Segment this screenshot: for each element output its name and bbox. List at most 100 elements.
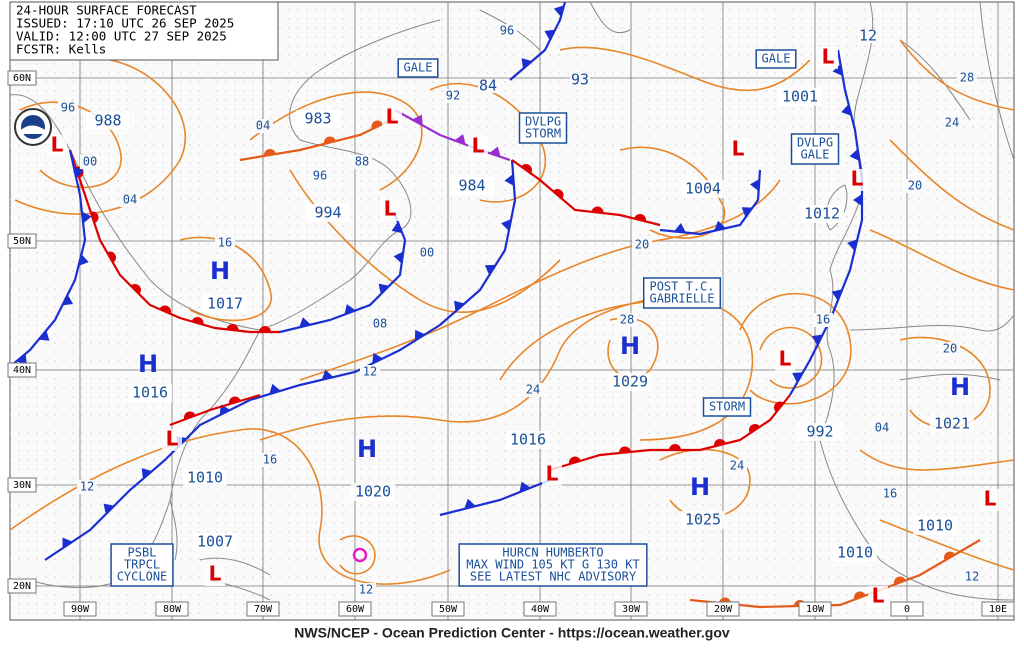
warning-box (518, 112, 568, 144)
isobar-label-bg (632, 238, 652, 252)
warning-text: TRPCL (124, 558, 160, 572)
lon-label: 10W (806, 604, 825, 615)
lat-label: 20N (13, 581, 31, 592)
warning-box (790, 133, 840, 165)
warning-box (702, 397, 752, 417)
isobar-label-bg (858, 29, 878, 43)
isobar-label: 12 (859, 27, 877, 45)
header-line: FCSTR: Kells (16, 42, 106, 57)
low-marker-bg (205, 564, 225, 586)
front-symbol (378, 283, 390, 295)
lon-label: 90W (71, 604, 90, 615)
front-symbol (854, 591, 866, 600)
lon-label: 30W (622, 604, 641, 615)
low-marker-bg (728, 139, 748, 161)
isobar-label: 28 (960, 71, 974, 85)
isobar-label-bg (352, 155, 372, 169)
isobar-label: 20 (635, 238, 649, 252)
isobar-label-bg (905, 179, 925, 193)
center-pressure: 1010 (837, 544, 873, 562)
isobar-label-bg (727, 459, 747, 473)
warning-text: GALE (801, 148, 830, 162)
low-center: L (872, 584, 885, 608)
header-box: 24-HOUR SURFACE FORECAST ISSUED: 17:10 U… (9, 1, 279, 61)
center-pressure: 1029 (612, 373, 648, 391)
front-symbol (544, 29, 556, 41)
front-symbol (324, 136, 336, 144)
front-symbol (832, 64, 843, 76)
isobar-label: 20 (908, 179, 922, 193)
front-symbol (489, 146, 501, 157)
front-line (659, 169, 762, 236)
pressure-bg (681, 511, 725, 529)
isobar-label-bg (570, 73, 590, 87)
warning-text: MAX WIND 105 KT G 130 KT (466, 558, 639, 572)
front-symbol (321, 369, 334, 380)
warning-text: HURCN HUMBERTO (502, 546, 603, 560)
front-symbol (944, 551, 956, 561)
lon-label-box (246, 601, 280, 617)
warning-text: GALE (762, 52, 791, 66)
front-symbol (464, 498, 476, 509)
lon-label-box (614, 601, 648, 617)
low-center: L (209, 562, 222, 586)
lon-label-box (890, 601, 924, 617)
center-pressure: 984 (458, 177, 485, 195)
front-symbol (269, 383, 281, 395)
lon-label-box (431, 601, 465, 617)
front-symbol (229, 396, 241, 405)
isobar-label-bg (370, 317, 390, 331)
front-symbol (191, 317, 204, 325)
front-symbol (107, 251, 116, 263)
lon-label-box (706, 601, 740, 617)
front-symbol (714, 438, 726, 447)
front-symbol (674, 223, 686, 233)
front-symbol (569, 456, 581, 465)
pressure-bg (913, 517, 957, 535)
front-symbol (634, 214, 646, 222)
center-pressure: 994 (314, 204, 341, 222)
front-line (549, 394, 791, 472)
front-symbol (159, 305, 171, 314)
low-marker-bg (868, 586, 888, 608)
warning-text: GABRIELLE (649, 292, 714, 306)
lat-label-box (7, 233, 37, 249)
front-symbol (521, 58, 533, 69)
isobar-label: 24 (945, 116, 959, 130)
front-symbol (16, 353, 27, 365)
low-marker-bg (380, 199, 400, 221)
low-marker-bg (162, 429, 182, 451)
center-pressure: 992 (806, 423, 833, 441)
hurricane-symbol (352, 547, 368, 563)
warning-text: DVLPG (797, 136, 833, 150)
isobar-label-bg (957, 71, 977, 85)
low-center: L (851, 167, 864, 191)
lat-label-box (7, 578, 37, 594)
front-symbol (38, 330, 50, 341)
pressure-bg (800, 205, 844, 223)
pressure-bg (930, 415, 974, 433)
low-center: L (384, 197, 397, 221)
isobar-label: 96 (500, 24, 514, 38)
isobar-label: 93 (571, 71, 589, 89)
front-symbol (811, 334, 823, 346)
fronts (11, 1, 981, 609)
front-symbol (62, 294, 74, 306)
isobar-label-bg (478, 79, 498, 93)
center-pressure: 983 (304, 110, 331, 128)
front-symbol (391, 221, 403, 234)
front-line (439, 478, 551, 517)
front-symbol (184, 411, 196, 420)
header-line: ISSUED: 17:10 UTC 26 SEP 2025 (16, 16, 234, 31)
front-symbol (371, 120, 383, 130)
front-symbol (841, 104, 852, 116)
front-symbol (847, 239, 858, 251)
warning-text: PSBL (128, 546, 157, 560)
isobar-label-bg (253, 119, 273, 133)
isobar-label: 16 (816, 313, 830, 327)
low-center: L (779, 347, 792, 371)
lon-label: 50W (439, 604, 458, 615)
lat-label-box (7, 477, 37, 493)
pressure-bg (128, 384, 172, 402)
